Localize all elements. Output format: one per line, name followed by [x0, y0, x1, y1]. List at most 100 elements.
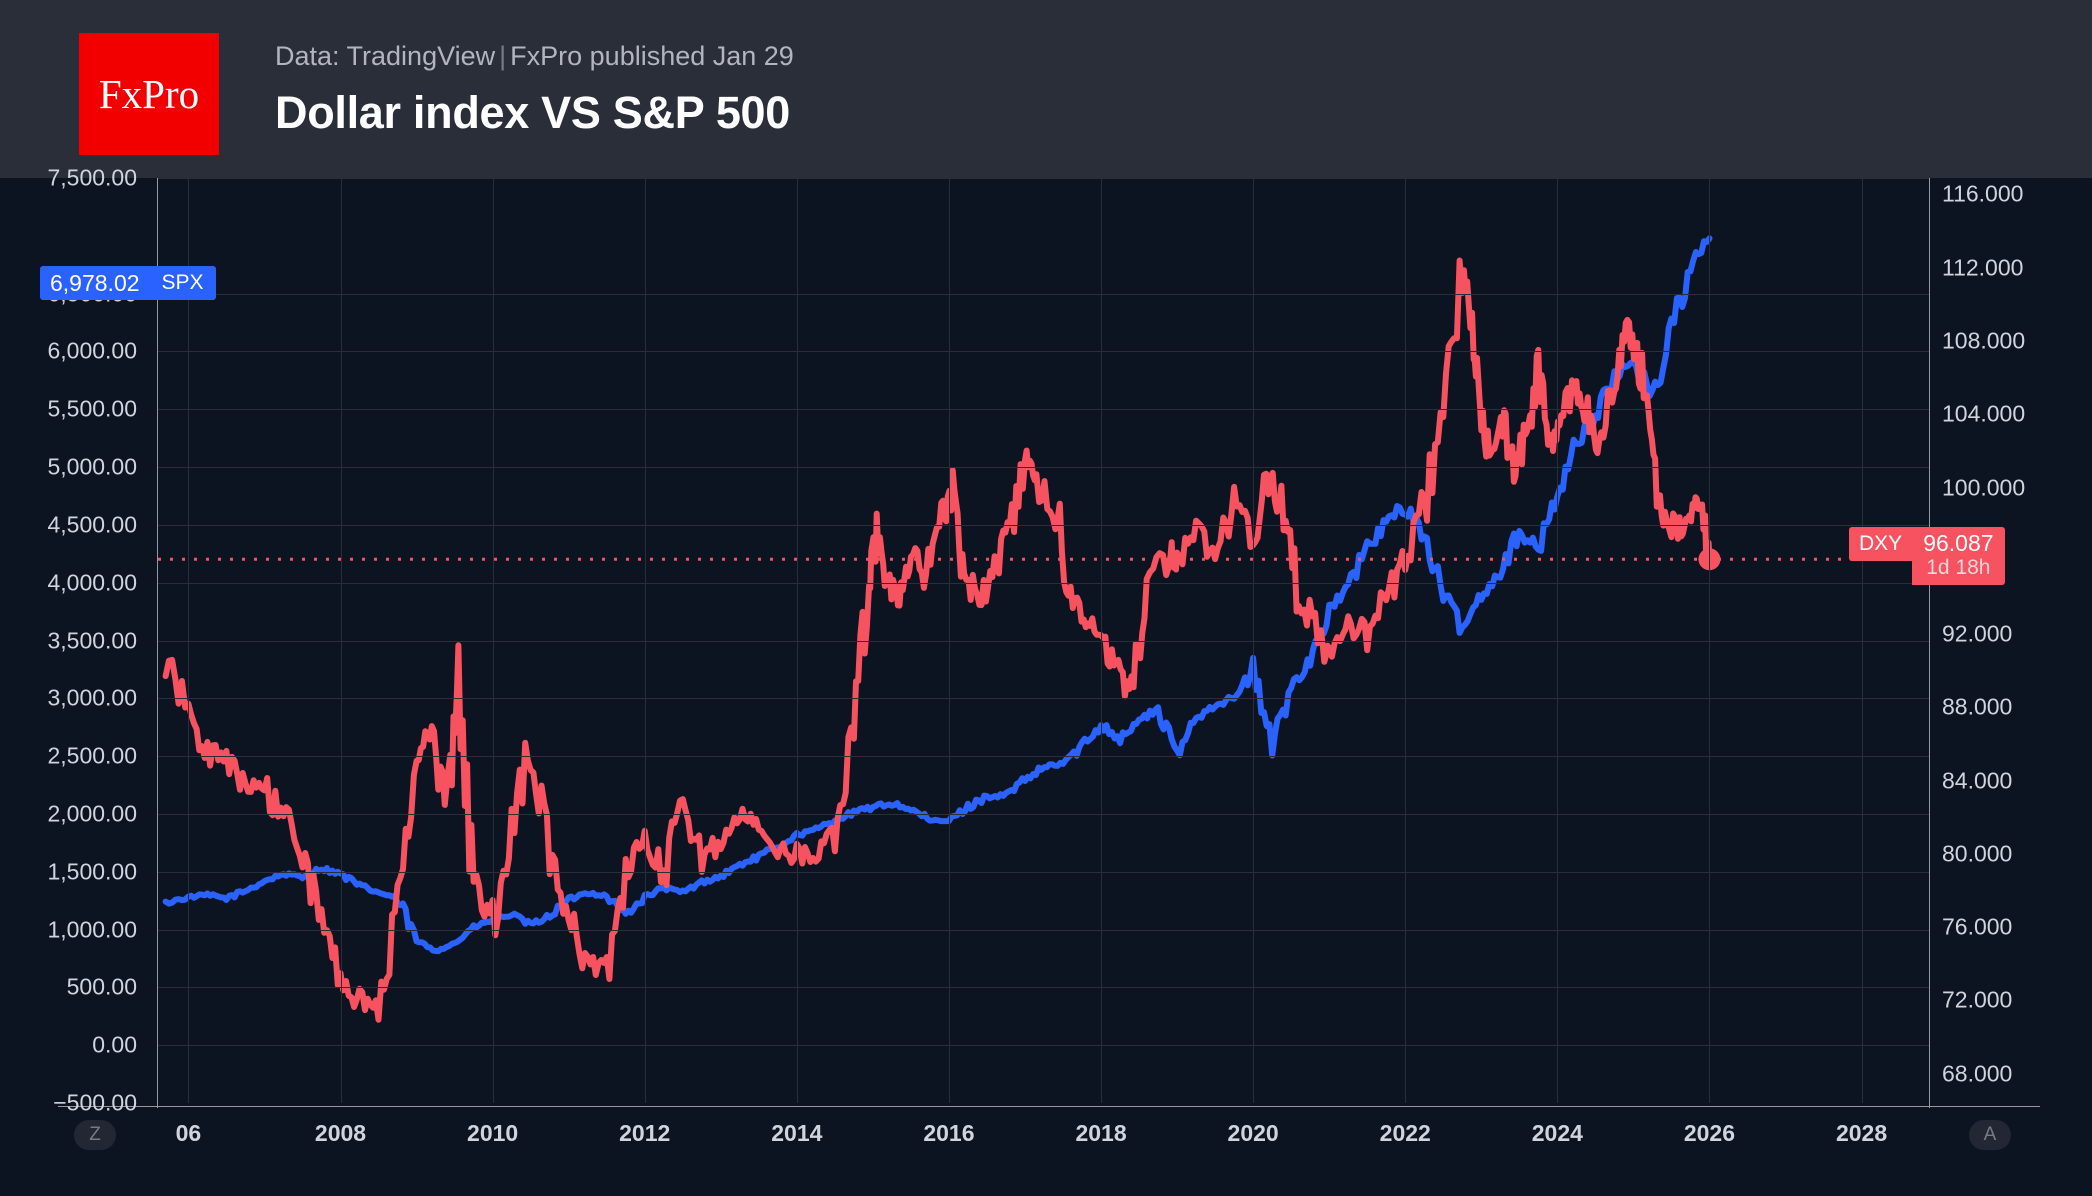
gridline-horizontal: [158, 756, 1930, 757]
left-price-axis[interactable]: 7,500.006,500.006,000.005,500.005,000.00…: [0, 165, 145, 1116]
right-axis-tick-label: 104.000: [1942, 400, 2026, 427]
left-axis-tick-label: 3,000.00: [47, 684, 137, 711]
right-axis-tick-label: 108.000: [1942, 327, 2026, 354]
right-axis-line: [1929, 178, 1930, 1108]
time-axis-tick-label: 2024: [1531, 1120, 1583, 1146]
dxy-value-box: 96.087 1d 18h: [1912, 527, 2005, 585]
left-axis-tick-label: 1,500.00: [47, 858, 137, 885]
left-axis-tick-label: 500.00: [66, 973, 137, 1000]
gridline-horizontal: [158, 294, 1930, 295]
left-axis-tick-label: 5,500.00: [47, 395, 137, 422]
left-axis-tick-label: 0.00: [92, 1031, 137, 1058]
left-axis-tick-label: 2,500.00: [47, 742, 137, 769]
left-axis-tick-label: 1,000.00: [47, 916, 137, 943]
time-axis-tick-label: 2008: [314, 1120, 367, 1146]
bottom-axis-line-left: [58, 1106, 158, 1107]
left-axis-tick-label: 5,000.00: [47, 453, 137, 480]
source-publisher-label: FxPro published Jan 29: [510, 41, 794, 71]
gridline-vertical: [1101, 178, 1102, 1103]
left-axis-tick-label: 3,500.00: [47, 627, 137, 653]
series-layer: [158, 235, 1930, 1023]
right-axis-tick-label: 80.000: [1942, 840, 2013, 867]
gridline-horizontal: [158, 409, 1930, 410]
left-axis-tick-label: 6,000.00: [47, 337, 137, 364]
gridline-vertical: [645, 178, 646, 1103]
time-axis-tick-label: 2012: [619, 1120, 671, 1146]
spx-ticker-label: SPX: [149, 266, 216, 300]
dxy-price-badge[interactable]: DXY 96.087 1d 18h: [1849, 527, 2005, 585]
gridline-vertical: [1709, 178, 1710, 1103]
chart-header: FxPro Data: TradingView | FxPro published …: [0, 0, 2092, 178]
right-axis-tick-label: 84.000: [1942, 767, 2013, 794]
dxy-ticker-label: DXY: [1849, 527, 1913, 561]
source-separator: |: [499, 41, 507, 71]
bottom-axis-line: [158, 1106, 1930, 1107]
chart-body: [0, 178, 2092, 1196]
series-line-spx: [162, 235, 1713, 955]
left-axis-tick-label: 7,500.00: [47, 164, 137, 191]
time-axis-tick-label: 06: [175, 1120, 202, 1146]
auto-scale-button[interactable]: A: [1969, 1120, 2011, 1150]
right-axis-tick-label: 92.000: [1942, 620, 2013, 647]
left-axis-tick-label: −500.00: [53, 1089, 137, 1116]
dxy-price-value: 96.087: [1923, 530, 1994, 556]
gridline-horizontal: [158, 930, 1930, 931]
left-axis-line: [157, 178, 158, 1108]
right-axis-tick-label: 112.000: [1942, 254, 2024, 281]
gridline-vertical: [493, 178, 494, 1103]
gridline-horizontal: [158, 1045, 1930, 1046]
zoom-reset-button[interactable]: Z: [74, 1120, 116, 1150]
plot-area[interactable]: [158, 178, 1930, 1103]
gridline-horizontal: [158, 351, 1930, 352]
fxpro-logo: FxPro: [79, 33, 219, 155]
time-axis-tick-label: 2014: [771, 1120, 823, 1146]
right-axis-tick-label: 100.000: [1942, 474, 2026, 501]
gridline-vertical: [1557, 178, 1558, 1103]
right-axis-tick-label: 88.000: [1942, 693, 2013, 720]
time-axis-tick-label: 2028: [1835, 1120, 1888, 1146]
time-axis[interactable]: 06 2008 2010 2012 2014 2016 2018 2020 2022 2024 20…: [0, 1107, 2092, 1167]
series-line-dxy: [162, 257, 1713, 1023]
gridline-horizontal: [158, 872, 1930, 873]
gridline-horizontal: [158, 525, 1930, 526]
gridline-horizontal: [158, 583, 1930, 584]
gridline-horizontal: [158, 698, 1930, 699]
gridline-vertical: [949, 178, 950, 1103]
fxpro-logo-text: FxPro: [98, 70, 200, 117]
auto-scale-label: A: [1983, 1124, 1997, 1145]
right-axis-tick-label: 76.000: [1942, 913, 2013, 940]
right-price-axis[interactable]: 116.000 112.000 108.000 104.000 100.000 92.00…: [1942, 178, 2092, 1103]
source-data-label: Data: TradingView: [275, 41, 496, 71]
gridline-horizontal: [158, 178, 1930, 179]
right-axis-tick-label: 116.000: [1942, 180, 2024, 207]
gridline-horizontal: [158, 987, 1930, 988]
left-axis-tick-label: 2,000.00: [47, 800, 137, 827]
gridline-vertical: [1405, 178, 1406, 1103]
spx-price-value: 6,978.02: [40, 266, 150, 300]
gridline-vertical: [797, 178, 798, 1103]
bottom-axis-line-right: [1930, 1106, 2040, 1107]
left-axis-tick-label: 4,500.00: [47, 511, 137, 538]
time-axis-tick-label: 2010: [467, 1120, 519, 1146]
gridline-horizontal: [158, 814, 1930, 815]
left-axis-tick-label: 4,000.00: [47, 569, 137, 596]
dxy-countdown-label: 1d 18h: [1926, 556, 1991, 579]
header-text-block: Data: TradingView | FxPro published Jan 29…: [275, 40, 794, 142]
time-axis-tick-label: 2016: [923, 1120, 975, 1146]
right-axis-tick-label: 68.000: [1942, 1060, 2013, 1087]
chart-source-line: Data: TradingView | FxPro published Jan 29: [275, 40, 794, 72]
page-title: Dollar index VS S&P 500: [275, 87, 790, 139]
spx-price-badge[interactable]: 6,978.02 SPX: [40, 266, 216, 300]
zoom-reset-label: Z: [89, 1124, 101, 1145]
time-axis-tick-label: 2018: [1075, 1120, 1127, 1146]
right-axis-tick-label: 72.000: [1942, 986, 2013, 1013]
time-axis-tick-label: 2020: [1227, 1120, 1279, 1146]
gridline-vertical: [188, 178, 189, 1103]
gridline-vertical: [1253, 178, 1254, 1103]
gridline-horizontal: [158, 467, 1930, 468]
time-axis-tick-label: 2026: [1683, 1120, 1736, 1146]
gridline-horizontal: [158, 641, 1930, 642]
gridline-vertical: [341, 178, 342, 1103]
gridline-vertical: [1862, 178, 1863, 1103]
